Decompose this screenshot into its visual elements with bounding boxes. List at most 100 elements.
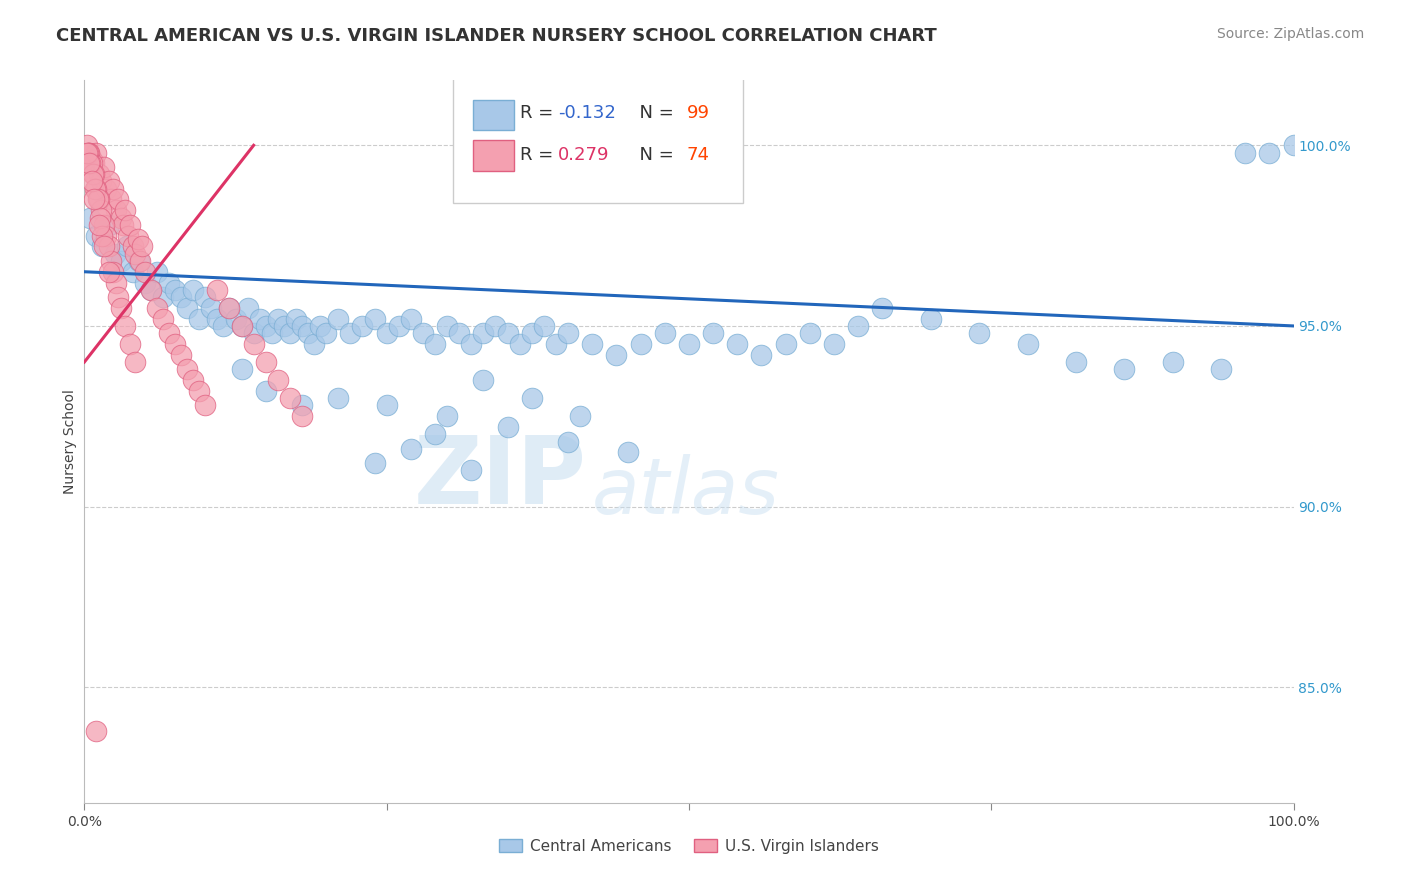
Point	[751, 348, 773, 362]
Point	[134, 276, 156, 290]
Point	[630, 337, 652, 351]
Point	[460, 463, 482, 477]
Point	[799, 326, 821, 341]
Point	[236, 301, 259, 315]
Point	[557, 434, 579, 449]
Point	[207, 311, 229, 326]
Point	[90, 203, 112, 218]
Point	[218, 301, 240, 315]
Point	[97, 239, 120, 253]
Point	[846, 318, 869, 333]
Text: N =: N =	[628, 103, 681, 122]
Point	[77, 156, 100, 170]
Point	[110, 301, 132, 315]
Point	[91, 239, 114, 253]
Point	[449, 326, 471, 341]
Point	[231, 362, 253, 376]
Point	[823, 337, 845, 351]
Point	[375, 326, 398, 341]
Point	[165, 283, 187, 297]
Point	[297, 326, 319, 341]
Point	[127, 232, 149, 246]
Point	[79, 211, 101, 225]
Point	[533, 318, 555, 333]
Point	[103, 182, 125, 196]
Point	[254, 355, 277, 369]
Point	[278, 326, 301, 341]
Point	[194, 399, 217, 413]
Point	[77, 145, 100, 160]
Point	[388, 318, 411, 333]
Point	[87, 193, 110, 207]
Point	[121, 265, 143, 279]
Point	[291, 399, 314, 413]
Point	[94, 228, 117, 243]
Point	[80, 156, 103, 170]
Point	[176, 362, 198, 376]
Point	[291, 318, 314, 333]
Point	[188, 384, 211, 398]
Point	[423, 427, 446, 442]
Point	[89, 211, 111, 225]
Point	[94, 182, 117, 196]
Point	[77, 145, 100, 160]
Point	[176, 301, 198, 315]
Point	[86, 145, 108, 160]
Point	[170, 290, 193, 304]
Text: Source: ZipAtlas.com: Source: ZipAtlas.com	[1216, 27, 1364, 41]
Text: 99: 99	[686, 103, 710, 122]
Point	[273, 318, 295, 333]
Point	[104, 246, 127, 260]
Point	[124, 355, 146, 369]
Point	[124, 246, 146, 260]
Point	[165, 337, 187, 351]
Point	[104, 203, 127, 218]
Point	[152, 311, 174, 326]
Point	[114, 318, 136, 333]
Point	[87, 218, 110, 232]
Point	[152, 290, 174, 304]
Point	[872, 301, 894, 315]
Text: -0.132: -0.132	[558, 103, 616, 122]
Point	[484, 318, 506, 333]
Point	[399, 311, 422, 326]
Point	[188, 311, 211, 326]
Text: atlas: atlas	[592, 454, 780, 530]
Point	[207, 283, 229, 297]
Point	[139, 283, 162, 297]
Point	[97, 265, 120, 279]
Text: N =: N =	[628, 145, 681, 164]
Point	[315, 326, 337, 341]
Point	[509, 337, 531, 351]
Text: CENTRAL AMERICAN VS U.S. VIRGIN ISLANDER NURSERY SCHOOL CORRELATION CHART: CENTRAL AMERICAN VS U.S. VIRGIN ISLANDER…	[56, 27, 936, 45]
Point	[90, 174, 112, 188]
Point	[569, 409, 592, 424]
Point	[86, 228, 108, 243]
Point	[87, 167, 110, 181]
Point	[1234, 145, 1257, 160]
Point	[678, 337, 700, 351]
Point	[702, 326, 724, 341]
Point	[121, 239, 143, 253]
Point	[775, 337, 797, 351]
Text: 0.279: 0.279	[558, 145, 610, 164]
Point	[436, 318, 458, 333]
Point	[134, 265, 156, 279]
Point	[242, 337, 264, 351]
Point	[520, 326, 543, 341]
Point	[1114, 362, 1136, 376]
Point	[181, 373, 204, 387]
Point	[267, 311, 290, 326]
Point	[520, 391, 543, 405]
FancyBboxPatch shape	[472, 140, 513, 170]
Point	[110, 254, 132, 268]
Point	[278, 391, 301, 405]
Point	[225, 311, 247, 326]
Point	[194, 290, 217, 304]
Point	[97, 218, 120, 232]
Point	[107, 193, 129, 207]
Point	[80, 153, 103, 167]
Point	[117, 228, 139, 243]
Point	[920, 311, 942, 326]
Point	[231, 318, 253, 333]
